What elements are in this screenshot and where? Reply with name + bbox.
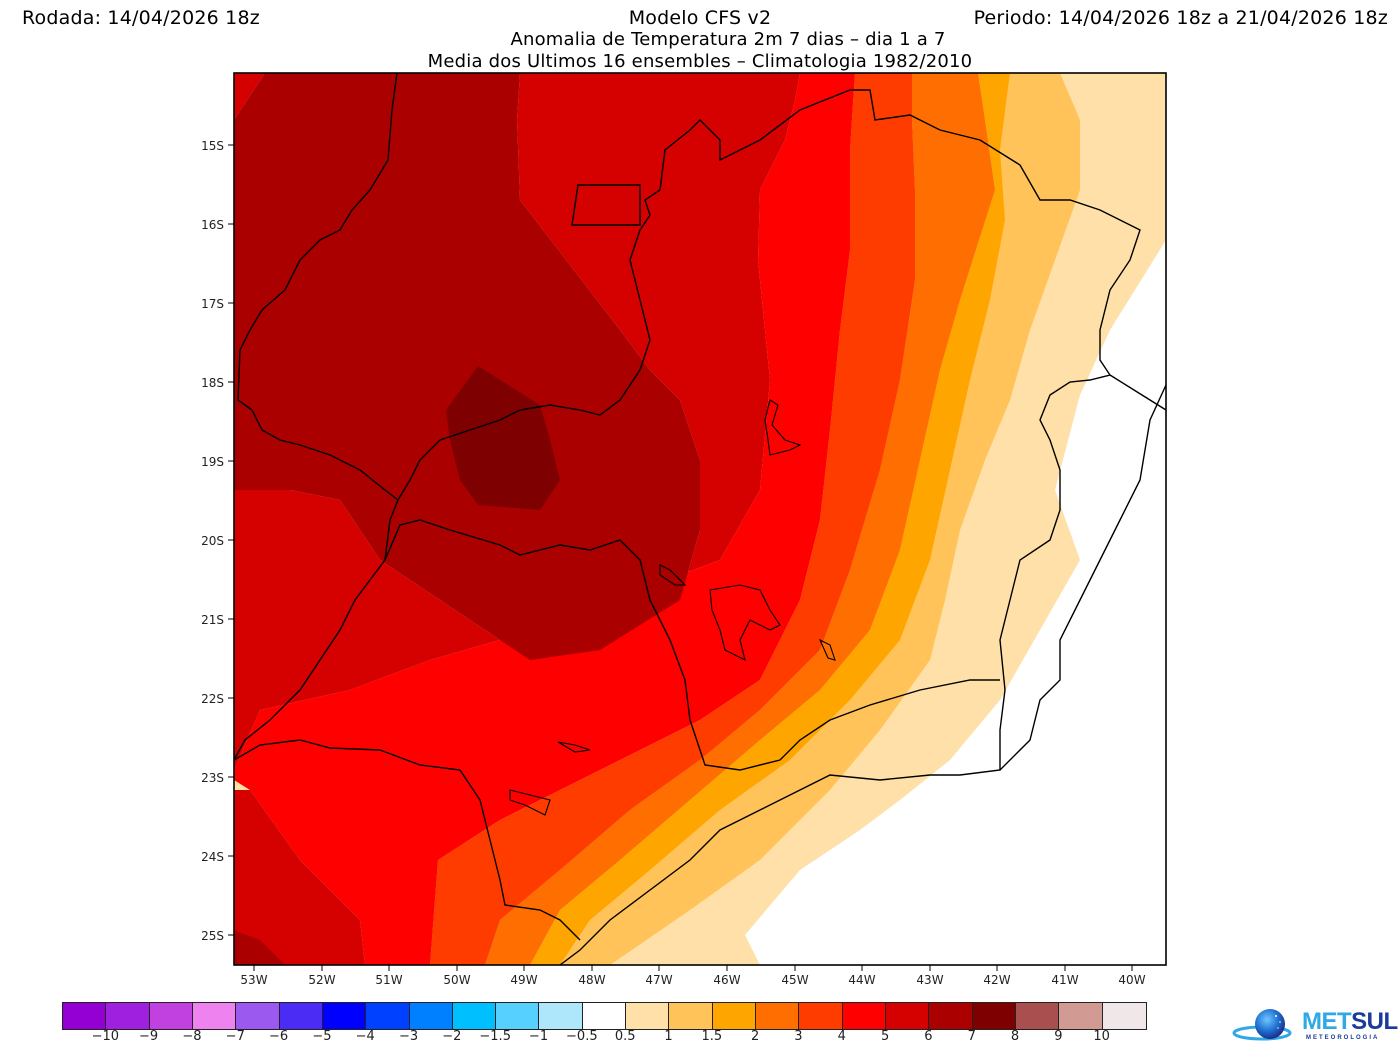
legend-label: 10 xyxy=(1093,1029,1110,1044)
legend-label: 1 xyxy=(664,1029,673,1044)
legend-label: −3 xyxy=(398,1029,419,1044)
legend-label: 8 xyxy=(1010,1029,1020,1044)
lon-label: 47W xyxy=(645,973,672,987)
lon-label: 50W xyxy=(443,973,470,987)
legend-label: −8 xyxy=(182,1029,202,1044)
legend-swatch xyxy=(322,1003,367,1029)
legend-label: 4 xyxy=(837,1029,846,1044)
legend-label: −1 xyxy=(528,1029,549,1044)
legend-label: 7 xyxy=(967,1029,976,1044)
legend-swatch xyxy=(972,1003,1016,1029)
legend-swatch xyxy=(452,1003,497,1029)
legend-label: −0.5 xyxy=(566,1029,598,1044)
globe-icon xyxy=(1232,1009,1292,1041)
lon-label: 49W xyxy=(510,973,537,987)
lat-label: 18S xyxy=(201,376,224,390)
lat-label: 24S xyxy=(201,850,224,864)
legend-label: 3 xyxy=(794,1029,803,1044)
legend-swatch xyxy=(626,1003,670,1029)
lon-label: 52W xyxy=(308,973,335,987)
lon-axis xyxy=(253,965,1133,971)
legend-swatch xyxy=(885,1003,930,1029)
legend-swatch xyxy=(842,1003,886,1029)
logo-sul: SUL xyxy=(1351,1008,1398,1035)
legend-swatch xyxy=(1059,1003,1103,1029)
legend-swatch xyxy=(63,1003,107,1029)
legend-swatch xyxy=(279,1003,323,1029)
logo-met: MET xyxy=(1302,1008,1352,1035)
legend-label: −6 xyxy=(269,1029,289,1044)
legend-swatch xyxy=(1015,1003,1060,1029)
legend-swatch xyxy=(712,1003,756,1029)
lon-label: 41W xyxy=(1051,973,1078,987)
legend-swatch xyxy=(756,1003,800,1029)
legend-swatch xyxy=(106,1003,150,1029)
lat-label: 21S xyxy=(201,613,224,627)
legend-swatch xyxy=(149,1003,193,1029)
legend-labels: −10 −9 −8 −7 −6 −5 −4 −3 −2 −1.5 −1 −0.5 0.5 1 1.5 2 3 4 5… xyxy=(62,1029,1152,1047)
legend-swatch xyxy=(409,1003,453,1029)
legend-swatch xyxy=(799,1003,843,1029)
chart-subtitle: Media dos Ultimos 16 ensembles – Climato… xyxy=(427,51,973,72)
legend-swatch xyxy=(539,1003,583,1029)
lon-label: 40W xyxy=(1118,973,1145,987)
period-label: Periodo: 14/04/2026 18z a 21/04/2026 18z xyxy=(973,7,1388,29)
lat-label: 15S xyxy=(201,139,224,153)
legend-label: −9 xyxy=(139,1029,159,1044)
logo-tagline: METEOROLOGIA xyxy=(1306,1035,1380,1041)
state-borders xyxy=(234,73,1166,965)
lon-label: 46W xyxy=(713,973,740,987)
lon-label: 53W xyxy=(240,973,267,987)
legend-swatch xyxy=(929,1003,973,1029)
lon-label: 51W xyxy=(375,973,402,987)
color-legend xyxy=(62,1002,1147,1030)
lat-label: 17S xyxy=(201,297,224,311)
lat-label: 25S xyxy=(201,929,224,943)
plot-frame xyxy=(233,72,1167,966)
legend-label: −10 xyxy=(91,1029,120,1044)
legend-swatch xyxy=(496,1003,540,1029)
legend-label: −5 xyxy=(312,1029,332,1044)
legend-label: 5 xyxy=(880,1029,890,1044)
model-title: Modelo CFS v2 xyxy=(628,7,772,29)
legend-label: 9 xyxy=(1054,1029,1063,1044)
lat-label: 16S xyxy=(201,218,224,232)
legend-swatch xyxy=(1102,1003,1146,1029)
legend-label: −7 xyxy=(225,1029,245,1044)
reservoirs xyxy=(509,399,836,816)
lat-label: 22S xyxy=(201,692,224,706)
legend-label: −2 xyxy=(442,1029,462,1044)
lon-label: 45W xyxy=(781,973,808,987)
legend-swatch xyxy=(236,1003,280,1029)
legend-swatch xyxy=(192,1003,237,1029)
legend-label: 1.5 xyxy=(701,1029,723,1044)
run-label: Rodada: 14/04/2026 18z xyxy=(22,7,260,29)
legend-label: 0.5 xyxy=(614,1029,636,1044)
lat-label: 19S xyxy=(201,455,224,469)
chart-title: Anomalia de Temperatura 2m 7 dias – dia … xyxy=(510,29,946,50)
lat-label: 23S xyxy=(201,771,224,785)
legend-swatch xyxy=(669,1003,713,1029)
legend-label: −1.5 xyxy=(479,1029,511,1044)
legend-label: 6 xyxy=(924,1029,933,1044)
lon-label: 43W xyxy=(916,973,943,987)
lon-label: 42W xyxy=(983,973,1010,987)
lon-label: 48W xyxy=(578,973,605,987)
metsul-logo: METSUL METEOROLOGIA xyxy=(1232,1006,1398,1046)
legend-label: 2 xyxy=(750,1029,760,1044)
legend-label: −4 xyxy=(355,1029,375,1044)
lat-axis xyxy=(228,144,234,936)
contour-fill xyxy=(234,73,1166,965)
legend-swatch xyxy=(582,1003,627,1029)
anomaly-map: 15S 16S 17S 18S 19S 20S 21S 22S 23S 24S … xyxy=(201,72,1167,987)
lat-label: 20S xyxy=(201,534,224,548)
lon-label: 44W xyxy=(848,973,875,987)
legend-swatch xyxy=(366,1003,410,1029)
